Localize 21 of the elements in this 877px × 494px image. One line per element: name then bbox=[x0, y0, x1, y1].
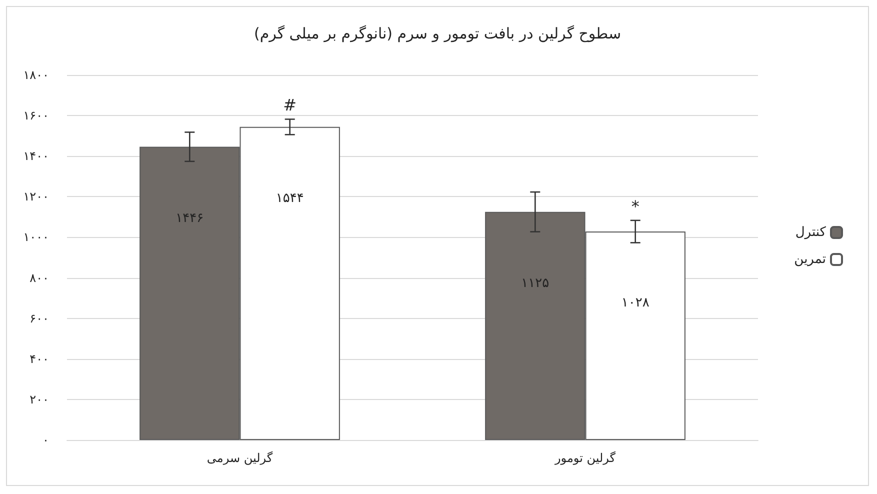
y-tick-label: ۱۰۰۰ bbox=[23, 230, 49, 244]
legend-label: تمرین bbox=[794, 252, 826, 267]
y-tick-label: ۱۶۰۰ bbox=[23, 108, 49, 123]
annotation: * bbox=[631, 196, 640, 216]
chart-title: سطوح گرلین در بافت تومور و سرم (نانوگرم بر میلی گرم) bbox=[254, 24, 622, 42]
data-label: ۱۵۴۴ bbox=[276, 190, 304, 206]
y-tick-label: ۶۰۰ bbox=[30, 311, 49, 326]
annotation: # bbox=[283, 96, 297, 115]
data-label: ۱۰۲۸ bbox=[621, 296, 650, 311]
y-tick-label: ۴۰۰ bbox=[30, 352, 49, 366]
data-label: ۱۴۴۶ bbox=[176, 210, 204, 226]
y-tick-label: ۲۰۰ bbox=[30, 392, 49, 406]
legend-label: کنترل bbox=[795, 225, 827, 240]
data-label: ۱۱۲۵ bbox=[521, 276, 550, 291]
x-tick-label: گرلین سرمی bbox=[206, 451, 273, 465]
y-tick-label: ۱۲۰۰ bbox=[23, 190, 49, 204]
y-tick-label: ۰ bbox=[42, 433, 49, 447]
x-tick-label: گرلین تومور bbox=[554, 451, 616, 465]
y-tick-label: ۱۸۰۰ bbox=[23, 68, 49, 82]
y-tick-label: ۱۴۰۰ bbox=[23, 149, 49, 164]
y-tick-label: ۸۰۰ bbox=[30, 270, 49, 285]
